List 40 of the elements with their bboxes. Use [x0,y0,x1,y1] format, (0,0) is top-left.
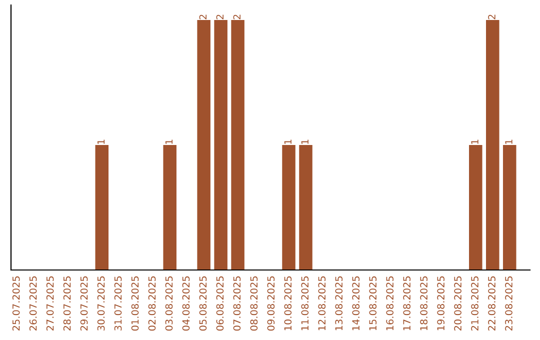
x-tick-label: 08.08.2025 [250,276,258,331]
x-tick-label: 19.08.2025 [437,276,444,330]
data-label: 2 [216,14,224,20]
x-tick-label: 25.07.2025 [12,276,20,331]
x-tick-label: 07.08.2025 [233,276,241,331]
x-tick-label: 26.07.2025 [29,276,37,331]
x-tick-label: 23.08.2025 [505,276,512,331]
x-tick-label: 28.07.2025 [63,276,71,331]
x-tick-label: 14.08.2025 [352,276,360,330]
x-tick-label: 15.08.2025 [369,276,377,330]
x-tick-label: 16.08.2025 [386,276,394,330]
x-tick-label: 20.08.2025 [454,276,462,331]
data-label: 1 [301,140,308,144]
x-tick-label: 21.08.2025 [471,276,478,331]
x-tick-label: 12.08.2025 [318,276,326,330]
x-tick-label: 11.08.2025 [301,276,309,330]
x-tick-label: 22.08.2025 [488,276,496,331]
data-label: 1 [97,140,105,144]
x-tick-label: 17.08.2025 [403,276,411,330]
x-tick-label: 03.08.2025 [165,276,173,331]
data-label: 1 [505,140,512,144]
x-tick-label: 29.07.2025 [80,276,88,331]
data-label: 1 [165,140,173,144]
data-label: 2 [233,14,240,20]
x-tick-label: 04.08.2025 [182,276,190,331]
x-tick-label: 31.07.2025 [114,276,122,330]
data-label: 1 [471,140,478,144]
x-tick-label: 13.08.2025 [335,276,343,330]
x-tick-label: 10.08.2025 [284,276,292,330]
x-tick-label: 05.08.2025 [199,276,207,331]
x-tick-label: 30.07.2025 [97,276,105,330]
x-tick-label: 02.08.2025 [148,276,156,331]
data-label: 1 [284,140,292,144]
x-tick-label: 06.08.2025 [216,276,224,331]
data-label: 2 [488,14,496,20]
x-tick-label: 01.08.2025 [131,276,139,331]
data-label: 2 [199,14,207,20]
x-tick-label: 18.08.2025 [420,276,428,330]
x-tick-label: 27.07.2025 [46,276,54,331]
x-tick-label: 09.08.2025 [267,276,275,331]
